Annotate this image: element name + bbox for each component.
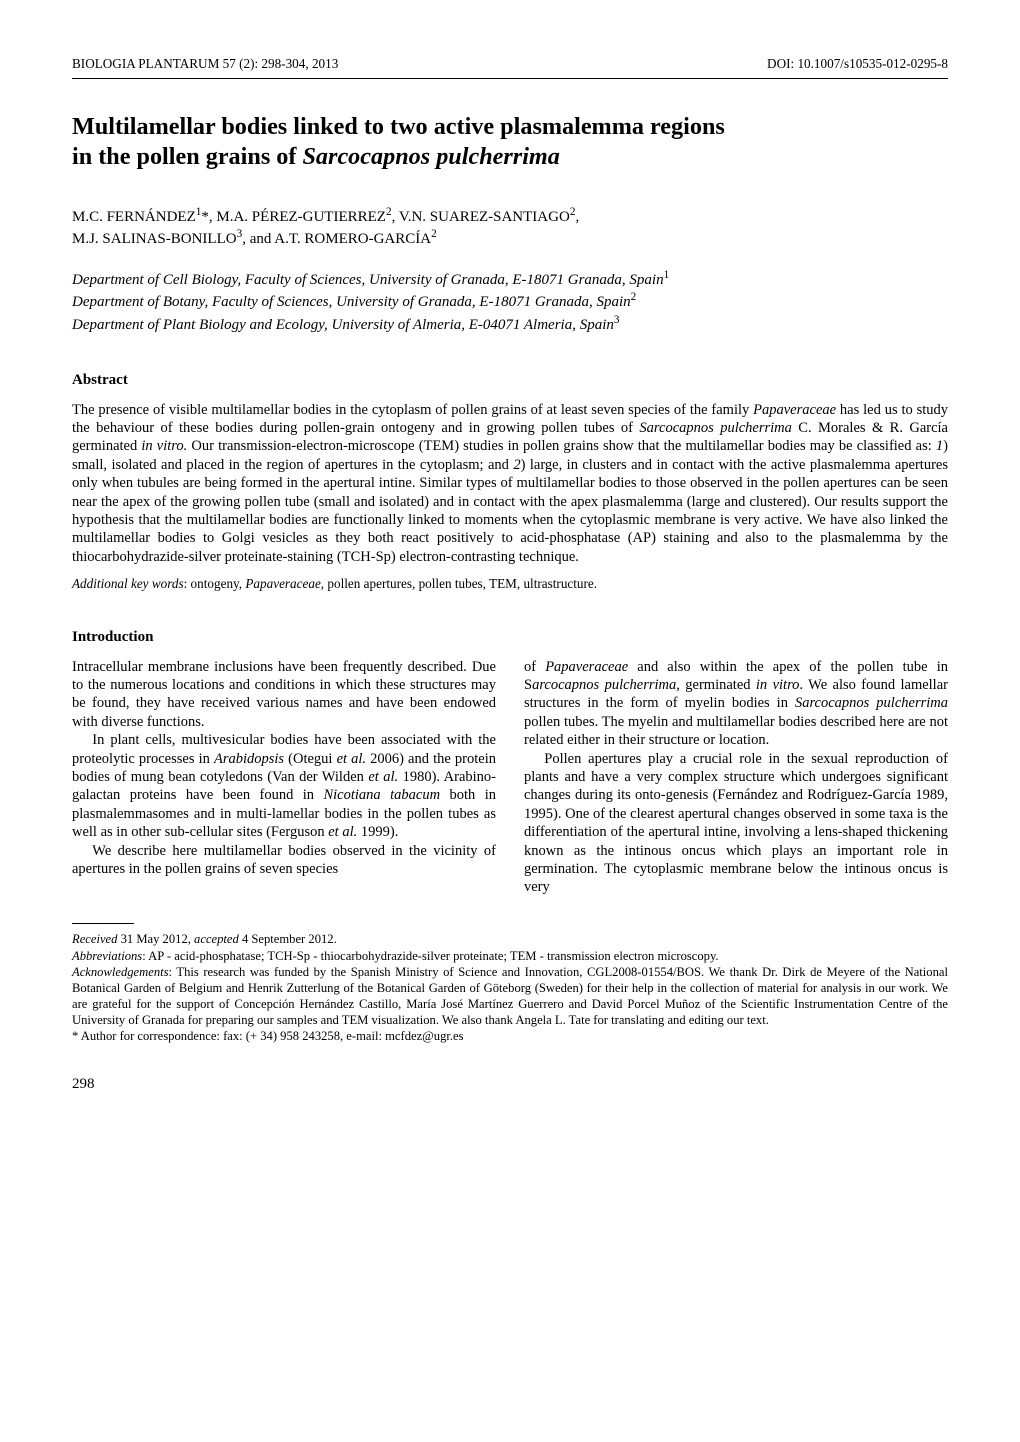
author-1: M.C. FERNÁNDEZ <box>72 209 196 225</box>
intro-p2: In plant cells, multivesicular bodies ha… <box>72 731 496 841</box>
title-line-2: in the pollen grains of Sarcocapnos pulc… <box>72 143 560 170</box>
intro-p3: We describe here multilamellar bodies ob… <box>72 842 496 879</box>
doi: DOI: 10.1007/s10535-012-0295-8 <box>767 56 948 73</box>
received-line: Received 31 May 2012, accepted 4 Septemb… <box>72 932 948 948</box>
author-4: M.J. SALINAS-BONILLO <box>72 231 237 247</box>
additional-keywords: Additional key words: ontogeny, Papavera… <box>72 576 948 593</box>
intro-p5: Pollen apertures play a crucial role in … <box>524 750 948 897</box>
ack-text: : This research was funded by the Spanis… <box>72 965 948 1026</box>
keywords-value: : ontogeny, Papaveraceae, pollen apertur… <box>184 576 597 591</box>
footnote-rule <box>72 923 134 924</box>
abbrev-label: Abbreviations <box>72 949 142 963</box>
intro-col-left: Intracellular membrane inclusions have b… <box>72 658 496 897</box>
footnotes: Received 31 May 2012, accepted 4 Septemb… <box>72 932 948 1045</box>
intro-p4: of Papaveraceae and also within the apex… <box>524 658 948 750</box>
header-rule <box>72 78 948 79</box>
affiliation-3-num: 3 <box>614 314 620 326</box>
affiliation-3: Department of Plant Biology and Ecology,… <box>72 317 614 333</box>
title-line-1: Multilamellar bodies linked to two activ… <box>72 113 725 140</box>
ack-label: Acknowledgements <box>72 965 169 979</box>
abbreviations-line: Abbreviations: AP - acid-phosphatase; TC… <box>72 949 948 965</box>
introduction-columns: Intracellular membrane inclusions have b… <box>72 658 948 897</box>
affiliation-2: Department of Botany, Faculty of Science… <box>72 294 631 310</box>
running-header: BIOLOGIA PLANTARUM 57 (2): 298-304, 2013… <box>72 56 948 73</box>
author-5: , and A.T. ROMERO-GARCÍA <box>242 231 431 247</box>
correspondence-line: * Author for correspondence: fax: (+ 34)… <box>72 1029 948 1045</box>
journal-citation: BIOLOGIA PLANTARUM 57 (2): 298-304, 2013 <box>72 56 338 73</box>
author-1-corr: *, M.A. PÉREZ-GUTIERREZ <box>201 209 386 225</box>
page-number: 298 <box>72 1075 948 1094</box>
affiliation-1: Department of Cell Biology, Faculty of S… <box>72 272 664 288</box>
affiliations: Department of Cell Biology, Faculty of S… <box>72 268 948 336</box>
aff-sup-5: 2 <box>431 228 437 240</box>
affiliation-2-num: 2 <box>631 291 637 303</box>
intro-p1: Intracellular membrane inclusions have b… <box>72 658 496 732</box>
affiliation-1-num: 1 <box>664 269 670 281</box>
keywords-label: Additional key words <box>72 576 184 591</box>
abbrev-text: : AP - acid-phosphatase; TCH-Sp - thioca… <box>142 949 718 963</box>
acknowledgements-line: Acknowledgements: This research was fund… <box>72 965 948 1028</box>
article-title: Multilamellar bodies linked to two activ… <box>72 112 948 173</box>
introduction-heading: Introduction <box>72 628 948 647</box>
line1-end: , <box>575 209 579 225</box>
abstract-body: The presence of visible multilamellar bo… <box>72 401 948 567</box>
intro-col-right: of Papaveraceae and also within the apex… <box>524 658 948 897</box>
abstract-heading: Abstract <box>72 371 948 390</box>
author-list: M.C. FERNÁNDEZ1*, M.A. PÉREZ-GUTIERREZ2,… <box>72 205 948 250</box>
author-2-sep: , V.N. SUAREZ-SANTIAGO <box>392 209 570 225</box>
